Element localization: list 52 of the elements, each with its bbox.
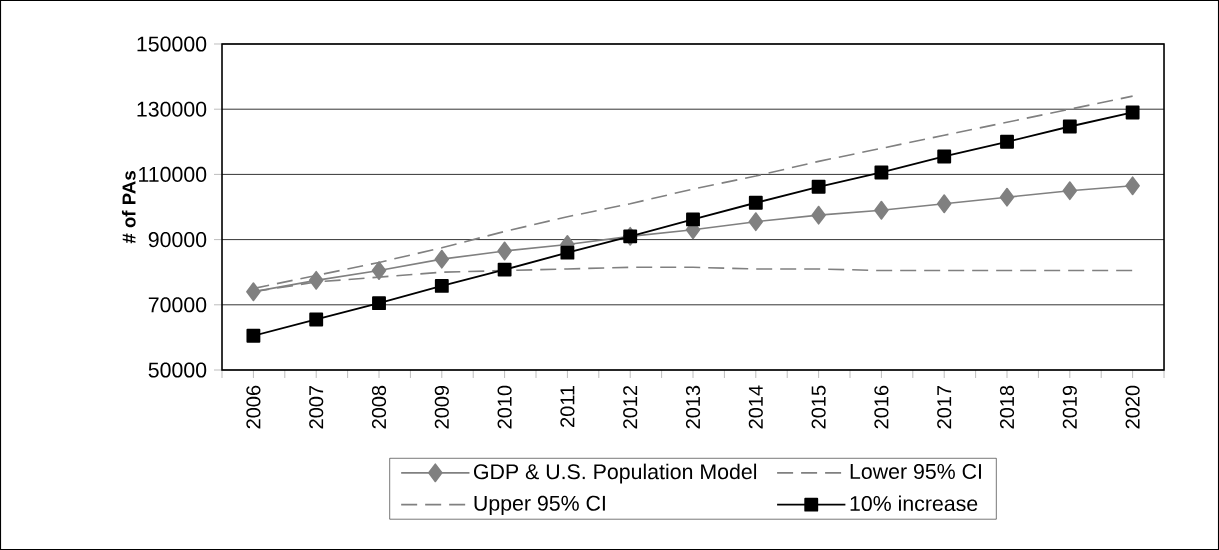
x-tick-label: 2009 bbox=[434, 385, 449, 429]
point bbox=[937, 149, 952, 164]
point bbox=[936, 194, 952, 214]
x-tick-label: 2018 bbox=[999, 385, 1015, 429]
point bbox=[748, 212, 764, 232]
point bbox=[497, 241, 512, 261]
point bbox=[748, 195, 763, 210]
legend-label: GDP & U.S. Population Model bbox=[473, 463, 757, 484]
x-tick-label: 2013 bbox=[685, 385, 701, 429]
x-tick-label: 2016 bbox=[874, 385, 889, 429]
point bbox=[560, 245, 575, 260]
point bbox=[686, 212, 700, 227]
point bbox=[1062, 119, 1077, 134]
legend-label: 10% increase bbox=[850, 495, 978, 512]
point bbox=[372, 296, 386, 311]
point bbox=[999, 187, 1015, 207]
y-axis-title: # of PAs bbox=[121, 171, 136, 244]
x-tick-label: 2012 bbox=[623, 385, 638, 429]
point bbox=[811, 205, 826, 225]
point bbox=[811, 179, 826, 194]
point bbox=[371, 261, 387, 281]
point bbox=[308, 270, 324, 290]
point bbox=[874, 165, 889, 180]
y-tick-label: 70000 bbox=[148, 297, 207, 313]
point bbox=[246, 328, 261, 343]
x-tick-label: 2008 bbox=[371, 385, 387, 429]
legend-label: Upper 95% CI bbox=[474, 495, 605, 516]
point bbox=[1125, 176, 1140, 196]
y-tick-label: 130000 bbox=[137, 101, 207, 117]
point bbox=[1000, 134, 1014, 149]
point bbox=[874, 200, 889, 220]
point bbox=[434, 278, 449, 293]
x-tick-label: 2007 bbox=[309, 385, 324, 429]
point bbox=[309, 312, 324, 327]
point bbox=[1062, 181, 1078, 201]
x-tick-label: 2017 bbox=[937, 385, 952, 429]
y-tick-label: 50000 bbox=[148, 362, 207, 378]
x-tick-label: 2014 bbox=[748, 385, 763, 429]
point bbox=[497, 262, 512, 277]
x-tick-label: 2010 bbox=[497, 385, 512, 429]
legend-label: Lower 95% CI bbox=[850, 463, 981, 480]
point bbox=[246, 282, 261, 302]
point bbox=[434, 249, 450, 269]
x-tick-label: 2015 bbox=[811, 385, 826, 429]
y-tick-label: 90000 bbox=[148, 232, 207, 248]
point bbox=[1125, 105, 1140, 120]
y-tick-label: 110000 bbox=[139, 166, 207, 182]
x-tick-label: 2006 bbox=[246, 385, 261, 429]
x-tick-label: 2011 bbox=[560, 385, 575, 427]
x-tick-label: 2019 bbox=[1062, 385, 1077, 429]
x-tick-label: 2020 bbox=[1125, 385, 1140, 429]
y-tick-label: 150000 bbox=[137, 36, 207, 52]
